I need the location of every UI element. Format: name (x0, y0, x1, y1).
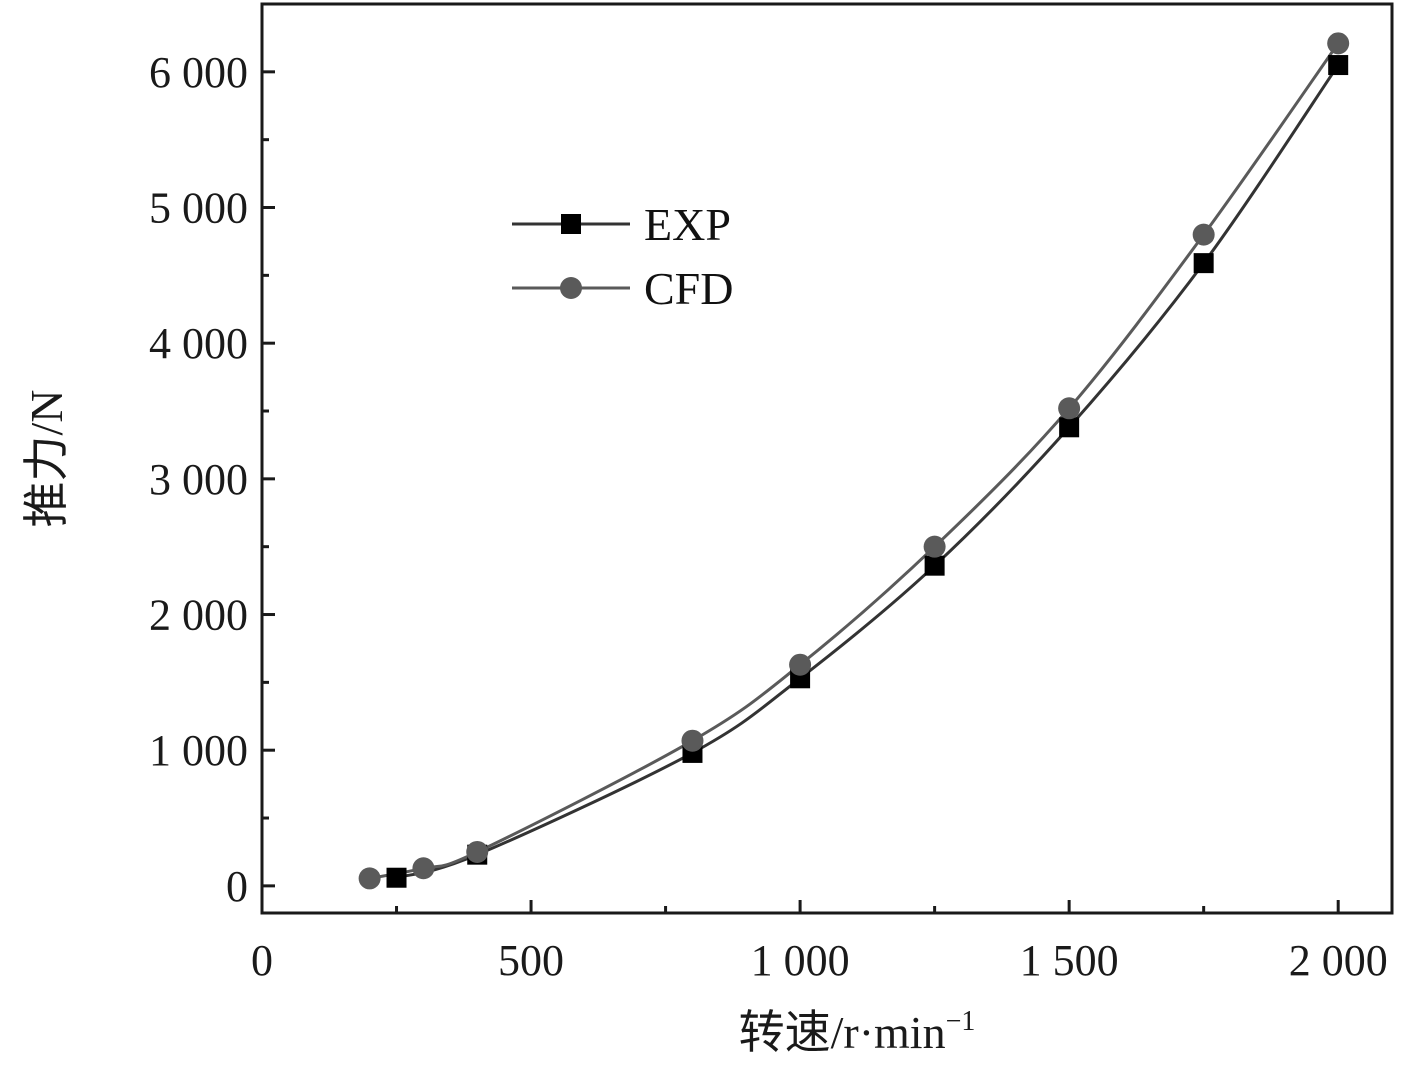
x-tick-label: 1 000 (751, 936, 850, 985)
x-tick-label: 500 (498, 936, 564, 985)
data-point-exp (924, 555, 945, 576)
data-point-cfd (1327, 32, 1350, 55)
tick-labels-layer: 0 500 1 000 1 500 2 000 0 1 000 2 000 3 000 4 000… (149, 48, 1388, 985)
data-point-cfd (358, 867, 381, 890)
x-axis-title: 转速/r·min−1 (739, 1006, 976, 1058)
x-axis-title-text: 转速/r·min (739, 1007, 946, 1058)
x-axis-title-superscript: −1 (946, 1006, 976, 1037)
data-point-exp (386, 867, 407, 888)
y-tick-label: 1 000 (149, 726, 248, 775)
legend-marker-exp (561, 214, 581, 234)
y-tick-label: 6 000 (149, 48, 248, 97)
series-layer (358, 32, 1350, 890)
ticks-layer (260, 70, 1340, 913)
data-point-exp (1059, 417, 1080, 438)
data-point-cfd (681, 729, 704, 752)
legend-label-exp: EXP (644, 199, 731, 250)
y-tick-label: 0 (226, 862, 248, 911)
data-point-cfd (1058, 397, 1081, 420)
y-tick-label: 5 000 (149, 184, 248, 233)
data-point-cfd (466, 840, 489, 863)
x-tick-label: 0 (251, 936, 273, 985)
data-point-cfd (789, 653, 812, 676)
y-tick-label: 4 000 (149, 319, 248, 368)
data-point-exp (1193, 253, 1214, 274)
y-tick-label: 2 000 (149, 591, 248, 640)
y-tick-label: 3 000 (149, 455, 248, 504)
legend-marker-cfd (560, 277, 582, 299)
series-line-exp (396, 64, 1340, 880)
legend-label-cfd: CFD (644, 263, 733, 314)
x-tick-label: 2 000 (1289, 936, 1388, 985)
data-point-cfd (412, 857, 435, 880)
data-point-cfd (923, 535, 946, 558)
y-axis-title: 推力/N (21, 390, 72, 528)
data-point-cfd (1192, 223, 1215, 246)
plot-frame (260, 2, 1394, 915)
legend: EXP CFD (512, 199, 733, 314)
series-line-cfd (369, 42, 1340, 880)
x-tick-label: 1 500 (1020, 936, 1119, 985)
data-point-exp (1328, 55, 1349, 76)
